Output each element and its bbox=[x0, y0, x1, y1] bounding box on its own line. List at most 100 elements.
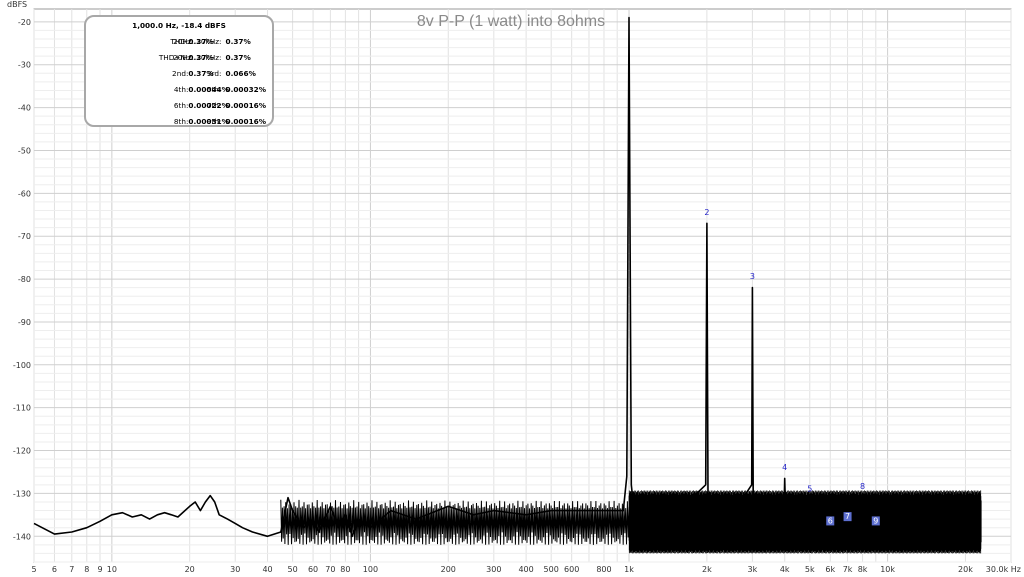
x-tick-label: 3k bbox=[748, 565, 758, 574]
harmonic-marker-label: 6 bbox=[828, 516, 833, 525]
harmonic-marker-8: 8 bbox=[860, 482, 865, 491]
stats-value: 0.37% bbox=[188, 37, 214, 46]
stats-label: 2nd: bbox=[172, 69, 189, 78]
x-tick-label: 300 bbox=[486, 565, 501, 574]
stats-label: 20Hz..20kHz: bbox=[172, 53, 222, 62]
y-tick-label: -40 bbox=[18, 104, 31, 113]
harmonic-marker-label: 5 bbox=[807, 484, 812, 493]
harmonic-marker-5: 5 bbox=[807, 484, 812, 493]
harmonic-marker-7: 7 bbox=[843, 512, 852, 522]
stats-row: THD+N: 0.37% 20Hz..20kHz: 0.37% bbox=[86, 53, 272, 65]
x-tick-label: 30.0k Hz bbox=[986, 565, 1021, 574]
noise-floor-trace bbox=[628, 490, 982, 554]
harmonic-marker-box bbox=[843, 512, 852, 522]
x-tick-label: 40 bbox=[262, 565, 272, 574]
x-tick-label: 20 bbox=[185, 565, 195, 574]
x-tick-label: 60 bbox=[308, 565, 318, 574]
x-tick-label: 80 bbox=[340, 565, 350, 574]
y-tick-label: -60 bbox=[18, 189, 31, 198]
y-tick-label: -20 bbox=[18, 18, 31, 27]
x-tick-label: 800 bbox=[596, 565, 611, 574]
harmonic-marker-3: 3 bbox=[750, 272, 755, 281]
x-tick-label: 5k bbox=[805, 565, 815, 574]
spectrum-series bbox=[33, 16, 982, 538]
x-tick-label: 5 bbox=[31, 565, 36, 574]
low-freq-ripple bbox=[280, 499, 630, 545]
x-tick-label: 6k bbox=[825, 565, 835, 574]
y-tick-label: -100 bbox=[13, 361, 31, 370]
x-tick-label: 8k bbox=[858, 565, 868, 574]
x-tick-label: 9 bbox=[97, 565, 102, 574]
spectrum-line bbox=[33, 16, 982, 538]
stats-row: THD: 0.37% 20Hz..20kHz: 0.37% bbox=[86, 37, 272, 49]
x-tick-label: 7 bbox=[69, 565, 74, 574]
x-tick-label: 400 bbox=[518, 565, 533, 574]
noise-floor bbox=[280, 490, 982, 554]
x-tick-label: 10k bbox=[880, 565, 895, 574]
x-axis-ticks: 5 6 7 8 9 10 20 30 40 50 60 70 80 100 200 300 400 500 600 8… bbox=[31, 565, 1021, 574]
y-tick-label: -130 bbox=[13, 489, 31, 498]
y-axis-label: dBFS bbox=[7, 0, 27, 9]
chart-title: 8v P-P (1 watt) into 8ohms bbox=[417, 13, 605, 30]
stats-label: THD: bbox=[170, 37, 189, 46]
stats-value: 0.00044% bbox=[188, 85, 229, 94]
stats-header: 1,000.0 Hz, -18.4 dBFS bbox=[132, 21, 226, 30]
x-tick-label: 70 bbox=[325, 565, 335, 574]
harmonic-marker-6: 6 bbox=[826, 516, 835, 526]
harmonic-marker-label: 9 bbox=[873, 516, 878, 525]
stats-row: 4th: 0.00044% 5th: 0.00032% bbox=[86, 85, 272, 97]
y-tick-label: -50 bbox=[18, 146, 31, 155]
y-axis-ticks: -20 -30 -40 -50 -60 -70 -80 -90 -100 -110 -120 -130… bbox=[13, 18, 31, 541]
harmonic-marker-label: 7 bbox=[845, 512, 850, 521]
x-tick-label: 500 bbox=[544, 565, 559, 574]
x-tick-label: 100 bbox=[363, 565, 378, 574]
x-tick-label: 4k bbox=[780, 565, 790, 574]
stats-row: 6th: 0.00022% 7th: 0.00016% bbox=[86, 101, 272, 113]
stats-value: 0.00016% bbox=[225, 101, 267, 110]
harmonic-marker-9: 9 bbox=[871, 516, 880, 526]
stats-value: 0.37% bbox=[225, 53, 251, 62]
x-tick-label: 10 bbox=[107, 565, 117, 574]
harmonic-marker-2: 2 bbox=[704, 208, 709, 217]
y-tick-label: -70 bbox=[18, 232, 31, 241]
stats-label: 3rd: bbox=[206, 69, 222, 78]
harmonic-markers: 2 3 4 5 6 7 8 9 bbox=[704, 208, 880, 526]
distortion-stats-box: 1,000.0 Hz, -18.4 dBFS THD: 0.37% 20Hz..20… bbox=[84, 15, 274, 127]
stats-value: 0.37% bbox=[188, 69, 214, 78]
stats-value: 0.37% bbox=[225, 37, 251, 46]
stats-label: 4th: bbox=[173, 85, 189, 94]
harmonic-marker-label: 4 bbox=[782, 463, 787, 472]
harmonic-marker-label: 2 bbox=[704, 208, 709, 217]
y-tick-label: -80 bbox=[18, 275, 31, 284]
stats-label: 6th: bbox=[173, 101, 189, 110]
stats-value: 0.00032% bbox=[225, 85, 267, 94]
y-tick-label: -120 bbox=[13, 447, 31, 456]
stats-value: 0.37% bbox=[188, 53, 214, 62]
stats-label: 5th: bbox=[206, 85, 222, 94]
y-tick-label: -30 bbox=[18, 61, 31, 70]
stats-label: 9th: bbox=[206, 117, 222, 126]
stats-value: 0.00031% bbox=[188, 117, 229, 126]
x-tick-label: 1k bbox=[624, 565, 634, 574]
y-tick-label: -140 bbox=[13, 532, 31, 541]
stats-value: 0.00016% bbox=[225, 117, 267, 126]
stats-value: 0.00022% bbox=[188, 101, 229, 110]
harmonic-marker-4: 4 bbox=[782, 463, 787, 472]
harmonic-marker-box bbox=[871, 516, 880, 526]
x-tick-label: 7k bbox=[843, 565, 853, 574]
harmonic-marker-label: 3 bbox=[750, 272, 755, 281]
x-tick-label: 6 bbox=[52, 565, 57, 574]
y-tick-label: -90 bbox=[18, 318, 31, 327]
x-tick-label: 8 bbox=[84, 565, 89, 574]
stats-label: 8th: bbox=[173, 117, 189, 126]
stats-row: 8th: 0.00031% 9th: 0.00016% bbox=[86, 117, 272, 129]
stats-label: THD+N: bbox=[158, 53, 189, 62]
x-tick-label: 50 bbox=[287, 565, 297, 574]
y-tick-label: -110 bbox=[13, 404, 31, 413]
x-tick-label: 600 bbox=[564, 565, 579, 574]
stats-value: 0.066% bbox=[225, 69, 256, 78]
x-tick-label: 2k bbox=[702, 565, 712, 574]
stats-label: 7th: bbox=[206, 101, 222, 110]
harmonic-marker-label: 8 bbox=[860, 482, 865, 491]
